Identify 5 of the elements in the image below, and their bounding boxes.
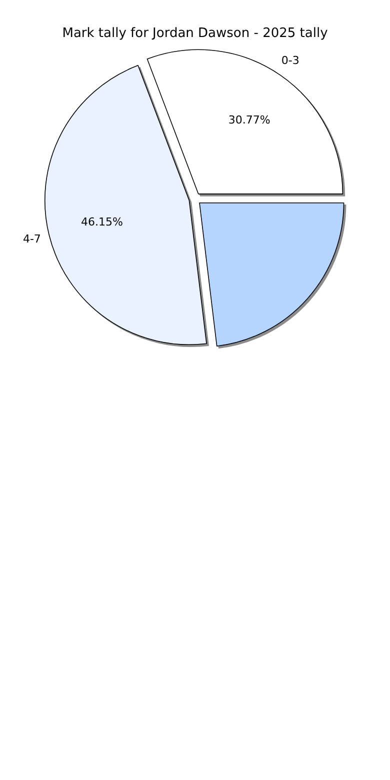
chart-title: Mark tally for Jordan Dawson - 2025 tally [62, 26, 328, 41]
data-label: 30.77% [228, 114, 270, 127]
slice-label: 4-7 [22, 232, 41, 246]
data-label: 46.15% [81, 215, 123, 228]
slice-label: 0-3 [281, 54, 300, 68]
